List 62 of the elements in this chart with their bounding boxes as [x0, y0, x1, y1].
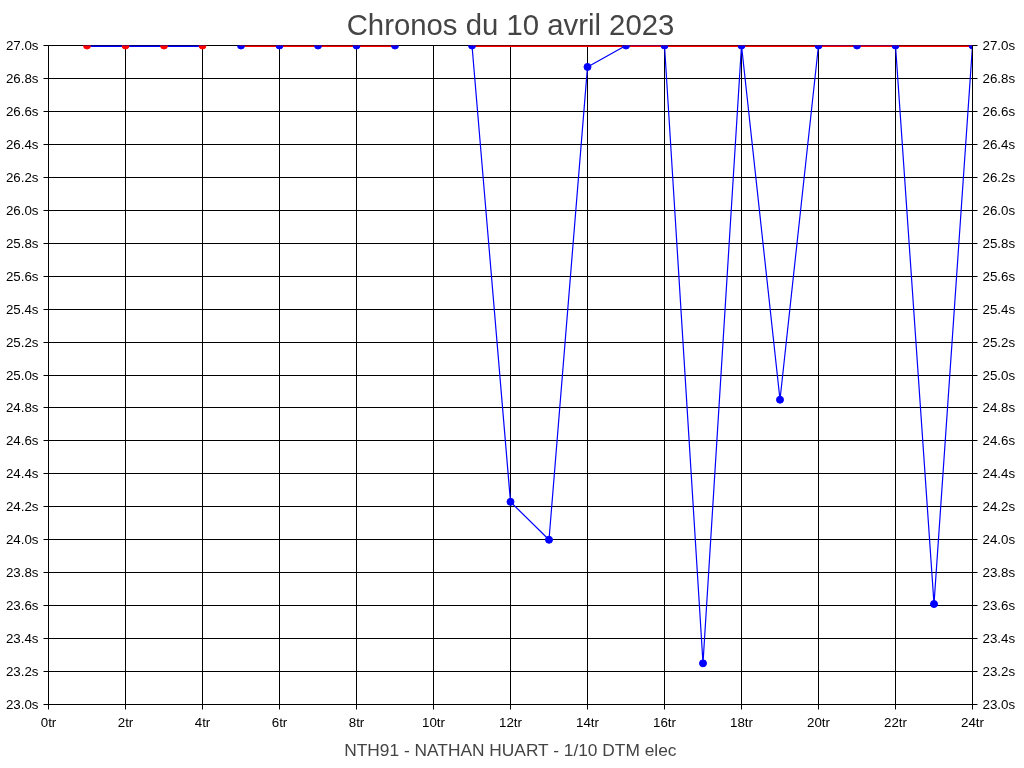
y2-tick-label: 25.0s [982, 367, 1016, 383]
x-tick-label: 18tr [730, 714, 754, 730]
y-tick-label: 26.2s [5, 169, 39, 185]
y2-tick-label: 23.2s [982, 664, 1016, 680]
y-tick-label: 23.6s [5, 598, 39, 614]
x-tick-label: 24tr [961, 714, 985, 730]
y2-tick-label: 25.6s [982, 268, 1016, 284]
x-tick-label: 12tr [499, 714, 523, 730]
y2-tick-label: 25.4s [982, 301, 1016, 317]
x-tick-label: 4tr [194, 714, 211, 730]
y-tick-label: 24.0s [5, 532, 39, 548]
y-tick-label: 26.8s [5, 70, 39, 86]
y2-tick-label: 26.8s [982, 70, 1016, 86]
x-tick-label: 22tr [884, 714, 908, 730]
y-tick-label: 27.0s [5, 38, 39, 53]
y-tick-label: 24.4s [5, 466, 39, 482]
y2-tick-label: 24.8s [982, 400, 1016, 416]
y-tick-label: 26.0s [5, 202, 39, 218]
y2-tick-label: 24.0s [982, 532, 1016, 548]
y2-tick-label: 26.2s [982, 169, 1016, 185]
x-tick-label: 8tr [348, 714, 365, 730]
y-tick-label: 25.2s [5, 334, 39, 350]
y-tick-label: 26.4s [5, 136, 39, 152]
point [776, 395, 784, 404]
point [699, 659, 707, 668]
y2-tick-label: 23.4s [982, 631, 1016, 647]
y-tick-label: 25.8s [5, 235, 39, 251]
y2-tick-label: 25.8s [982, 235, 1016, 251]
text: NTH91 - NATHAN HUART - 1/10 DTM elec [344, 739, 677, 760]
y-tick-label: 24.6s [5, 433, 39, 449]
y2-tick-label: 23.6s [982, 598, 1016, 614]
point [930, 600, 938, 608]
y-tick-label: 25.4s [5, 301, 39, 317]
y2-tick-label: 24.4s [982, 466, 1016, 482]
y-tick-label: 23.0s [5, 697, 39, 712]
y-tick-label: 23.4s [5, 631, 39, 647]
y-tick-label: 23.2s [5, 664, 39, 680]
x-tick-label: 20tr [807, 714, 831, 730]
x-tick-label: 10tr [422, 714, 446, 730]
y2-tick-label: 26.6s [982, 103, 1016, 119]
y2-tick-label: 24.6s [982, 433, 1016, 449]
y-tick-label: 24.8s [5, 400, 39, 416]
y2-tick-label: 27.0s [982, 38, 1016, 53]
x-tick-label: 16tr [653, 714, 677, 730]
y-tick-label: 26.6s [5, 103, 39, 119]
y2-tick-label: 26.4s [982, 136, 1016, 152]
point [545, 535, 553, 544]
y-tick-label: 23.8s [5, 565, 39, 581]
x-tick-label: 14tr [576, 714, 600, 730]
y2-tick-label: 25.2s [982, 334, 1016, 350]
y2-tick-label: 24.2s [982, 499, 1016, 515]
y2-tick-label: 23.0s [982, 697, 1016, 712]
y2-tick-label: 23.8s [982, 565, 1016, 581]
x-tick-label: 6tr [271, 714, 288, 730]
x-tick-label: 0tr [40, 714, 57, 730]
y-tick-label: 25.0s [5, 367, 39, 383]
y-tick-label: 24.2s [5, 499, 39, 515]
point [506, 497, 515, 506]
chart-title: Chronos du 10 avril 2023 [346, 7, 675, 41]
x-tick-label: 2tr [117, 714, 134, 730]
y-tick-label: 25.6s [5, 268, 39, 284]
y2-tick-label: 26.0s [982, 202, 1016, 218]
